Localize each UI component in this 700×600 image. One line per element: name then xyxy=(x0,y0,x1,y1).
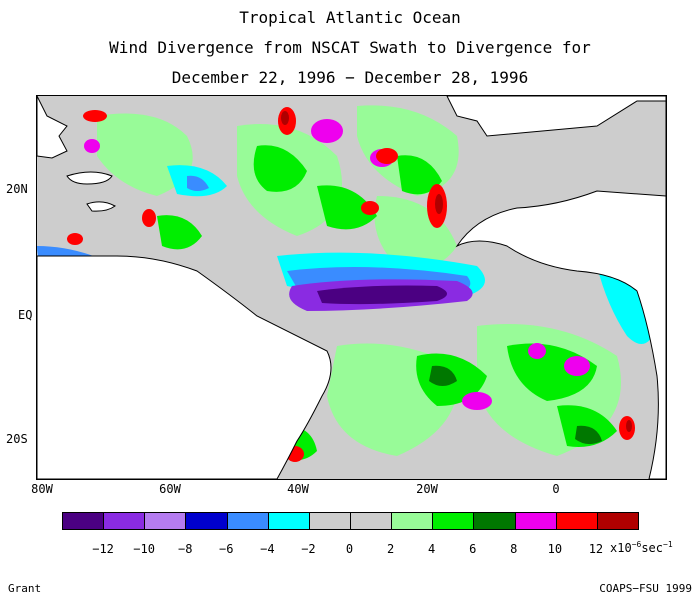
land-masses xyxy=(37,96,666,479)
colorbar-tick-label: −10 xyxy=(133,542,155,556)
colorbar-tick-label: −2 xyxy=(301,542,316,556)
colorbar-swatch xyxy=(145,513,187,529)
colorbar-tick-label: 6 xyxy=(469,542,477,556)
colorbar-swatch xyxy=(186,513,228,529)
lat-label-20s: 20S xyxy=(6,432,28,446)
colorbar-tick-label: 8 xyxy=(510,542,518,556)
colorbar-swatch xyxy=(309,513,351,529)
lon-label-60w: 60W xyxy=(159,482,181,496)
colorbar-swatch xyxy=(350,513,393,529)
title-line-1: Tropical Atlantic Ocean xyxy=(239,8,461,27)
unit-exp: −6 xyxy=(631,540,642,549)
colorbar-tick-label: −4 xyxy=(260,542,275,556)
map-canvas xyxy=(37,96,666,479)
lon-label-80w: 80W xyxy=(31,482,53,496)
title-line-2: Wind Divergence from NSCAT Swath to Dive… xyxy=(109,38,591,57)
colorbar-swatch xyxy=(556,513,598,529)
colorbar-tick-label: −12 xyxy=(92,542,114,556)
colorbar-swatch xyxy=(227,513,269,529)
colorbar-swatch xyxy=(268,513,310,529)
colorbar-tick-label: 10 xyxy=(547,542,563,556)
colorbar-tick-label: −6 xyxy=(219,542,234,556)
dark-red-spots xyxy=(281,111,632,432)
colorbar-swatch xyxy=(63,513,105,529)
unit-prefix: x10 xyxy=(610,541,632,555)
colorbar-unit: x10−6sec−1 xyxy=(610,540,673,555)
lon-label-40w: 40W xyxy=(287,482,309,496)
colorbar-tick-label: −8 xyxy=(177,542,193,556)
title-line-3: December 22, 1996 − December 28, 1996 xyxy=(171,68,529,87)
author-label: Grant xyxy=(8,582,42,595)
colorbar-swatch xyxy=(433,513,475,529)
colorbar-tick-label: 4 xyxy=(428,542,436,556)
colorbar-tick-label: 0 xyxy=(345,542,354,556)
lon-label-20w: 20W xyxy=(416,482,438,496)
lat-label-eq: EQ xyxy=(18,308,33,322)
unit-suffix-exp: −1 xyxy=(663,540,673,549)
red-spots xyxy=(67,107,635,462)
unit-suffix: sec xyxy=(641,541,664,555)
colorbar xyxy=(62,512,639,530)
divergence-map xyxy=(36,95,667,480)
colorbar-swatch xyxy=(597,513,638,529)
colorbar-tick-label: 2 xyxy=(386,542,395,556)
colorbar-swatch xyxy=(392,513,434,529)
lon-label-0: 0 xyxy=(552,482,560,496)
lat-label-20n: 20N xyxy=(6,182,28,196)
colorbar-swatch xyxy=(515,513,557,529)
credit-label: COAPS−FSU 1999 xyxy=(599,582,692,595)
colorbar-tick-label: 12 xyxy=(588,542,604,556)
colorbar-swatch xyxy=(104,513,146,529)
colorbar-swatch xyxy=(474,513,516,529)
